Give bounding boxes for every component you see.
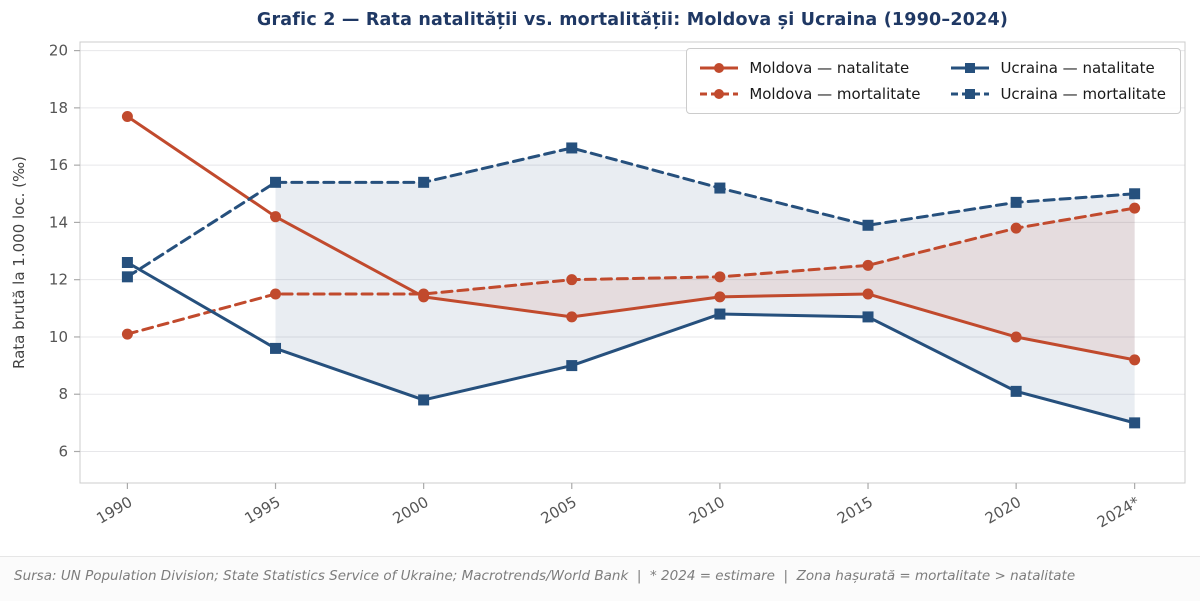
legend-item-1: Moldova — mortalitate [699, 85, 920, 103]
x-tick-label: 1995 [241, 493, 283, 528]
chart-title: Grafic 2 — Rata natalității vs. mortalit… [256, 10, 1009, 30]
series-line-3 [125, 146, 1137, 279]
data-point [1010, 196, 1022, 208]
y-tick-label: 14 [49, 213, 68, 231]
data-point [714, 291, 726, 303]
x-tick-label: 2000 [390, 493, 432, 528]
data-point [1010, 331, 1022, 343]
legend-label: Ucraina — mortalitate [1000, 85, 1166, 103]
legend-label: Moldova — natalitate [749, 59, 910, 77]
y-tick-label: 20 [49, 42, 68, 60]
data-point [1010, 385, 1022, 397]
data-point [121, 110, 133, 122]
chart-legend: Moldova — natalitate Moldova — mortalitat… [686, 48, 1181, 114]
x-tick-label: 2015 [834, 493, 876, 528]
legend-sample-dashed-line [951, 89, 990, 99]
data-point [418, 394, 430, 406]
data-point [862, 288, 874, 300]
x-tick-label: 1990 [93, 493, 135, 528]
source-note: Sursa: UN Population Division; State Sta… [14, 568, 1076, 584]
data-point [418, 288, 430, 300]
data-point [862, 219, 874, 231]
y-tick-label: 10 [49, 328, 68, 346]
data-point [714, 308, 726, 320]
data-point [566, 311, 578, 323]
y-tick-label: 16 [49, 156, 68, 174]
legend-sample-dashed-line [700, 89, 739, 99]
legend-item-0: Moldova — natalitate [699, 59, 920, 77]
data-point [714, 182, 726, 194]
x-tick-label: 2020 [982, 493, 1024, 528]
data-point [566, 142, 578, 154]
data-point [566, 360, 578, 372]
data-point [270, 176, 282, 188]
data-point [1129, 417, 1141, 429]
y-tick-label: 6 [58, 443, 68, 461]
series-line-2 [125, 261, 1137, 425]
data-point [1129, 202, 1141, 214]
data-point [1010, 222, 1022, 234]
legend-sample-solid-line [951, 63, 990, 73]
y-tick-label: 8 [58, 385, 68, 403]
data-point [714, 271, 726, 283]
y-axis-label: Rata brută la 1.000 loc. (‰) [10, 156, 28, 369]
data-point [862, 311, 874, 323]
legend-label: Ucraina — natalitate [1000, 59, 1155, 77]
data-point [270, 211, 282, 223]
y-tick-label: 18 [49, 99, 68, 117]
line-chart: 6 8 10 12 14 16 18 20 1990 1995 2000 2005 2010 2015 20… [10, 41, 1186, 532]
data-point [566, 274, 578, 286]
legend-item-2: Ucraina — natalitate [950, 59, 1166, 77]
data-point [121, 328, 133, 340]
x-tick-label: 2024* [1094, 493, 1143, 532]
series-line-0 [125, 114, 1137, 362]
x-tick-label: 2010 [686, 493, 728, 528]
legend-label: Moldova — mortalitate [749, 85, 921, 103]
legend-item-3: Ucraina — mortalitate [950, 85, 1166, 103]
legend-sample-solid-line [700, 63, 739, 73]
footer-bar: Sursa: UN Population Division; State Sta… [0, 556, 1200, 601]
data-point [1129, 188, 1141, 200]
y-tick-label: 12 [49, 271, 68, 289]
data-point [270, 288, 282, 300]
data-point [121, 271, 133, 283]
data-point [121, 257, 133, 268]
data-point [1129, 354, 1141, 366]
data-point [418, 176, 430, 188]
x-tick-label: 2005 [538, 493, 580, 528]
plot-box [79, 41, 1186, 484]
fill-region [275, 147, 1135, 423]
series-line-1 [125, 206, 1137, 336]
fill-region [423, 208, 1135, 360]
data-point [862, 259, 874, 271]
data-point [270, 342, 282, 354]
